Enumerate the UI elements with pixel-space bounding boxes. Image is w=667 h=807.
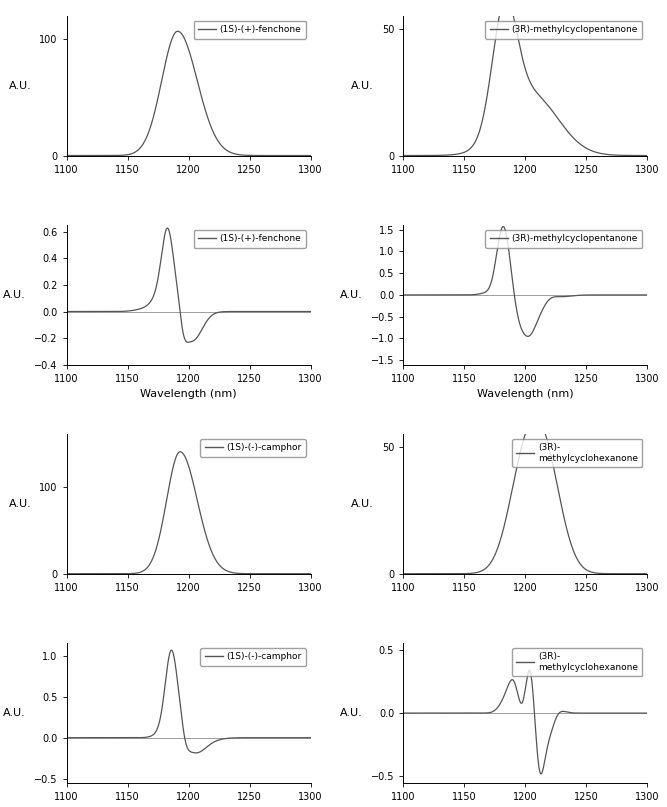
Y-axis label: A.U.: A.U. — [351, 499, 374, 509]
Y-axis label: A.U.: A.U. — [9, 81, 31, 91]
X-axis label: Wavelength (nm): Wavelength (nm) — [140, 389, 237, 399]
Y-axis label: A.U.: A.U. — [3, 708, 26, 718]
X-axis label: Wavelength (nm): Wavelength (nm) — [477, 389, 574, 399]
Legend: (3R)-methylcyclopentanone: (3R)-methylcyclopentanone — [486, 21, 642, 39]
Legend: (1S)-(-)-camphor: (1S)-(-)-camphor — [200, 648, 306, 666]
Y-axis label: A.U.: A.U. — [3, 290, 26, 300]
Legend: (3R)-
methylcyclohexanone: (3R)- methylcyclohexanone — [512, 439, 642, 467]
Y-axis label: A.U.: A.U. — [340, 708, 363, 718]
Y-axis label: A.U.: A.U. — [340, 290, 363, 300]
Y-axis label: A.U.: A.U. — [9, 499, 31, 509]
Legend: (1S)-(+)-fenchone: (1S)-(+)-fenchone — [193, 21, 306, 39]
Legend: (1S)-(+)-fenchone: (1S)-(+)-fenchone — [193, 230, 306, 248]
Legend: (1S)-(-)-camphor: (1S)-(-)-camphor — [200, 439, 306, 457]
Legend: (3R)-
methylcyclohexanone: (3R)- methylcyclohexanone — [512, 648, 642, 676]
Legend: (3R)-methylcyclopentanone: (3R)-methylcyclopentanone — [486, 230, 642, 248]
Y-axis label: A.U.: A.U. — [351, 81, 374, 91]
